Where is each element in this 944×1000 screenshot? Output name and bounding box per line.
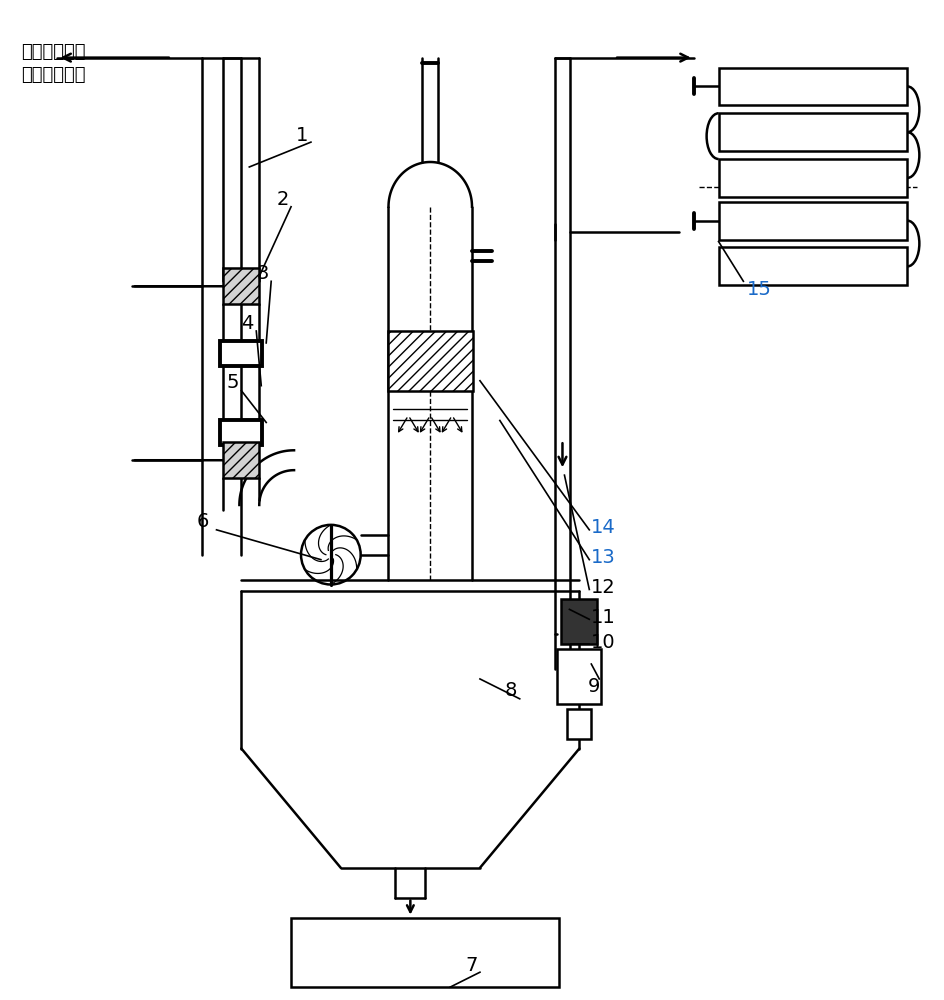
Text: 12: 12: [591, 578, 615, 597]
Text: 5: 5: [227, 373, 239, 392]
Bar: [717, 68, 906, 105]
Bar: [561, 599, 597, 644]
Text: 15: 15: [746, 280, 770, 299]
Text: 11: 11: [591, 608, 615, 627]
Bar: [717, 113, 906, 151]
Bar: [566, 709, 591, 739]
Bar: [388, 331, 473, 391]
Text: 9: 9: [587, 677, 599, 696]
Text: 6: 6: [196, 512, 209, 531]
Text: 1: 1: [295, 126, 308, 145]
Bar: [717, 202, 906, 240]
Bar: [220, 420, 262, 445]
Bar: [223, 442, 259, 478]
Text: 8: 8: [504, 681, 516, 700]
Text: 13: 13: [591, 548, 615, 567]
Text: 14: 14: [591, 518, 615, 537]
Text: 10: 10: [591, 633, 615, 652]
Bar: [223, 268, 259, 304]
Bar: [717, 159, 906, 197]
Text: 4: 4: [241, 314, 254, 333]
Text: 7: 7: [464, 956, 477, 975]
Text: 2: 2: [276, 190, 288, 209]
Bar: [291, 918, 559, 987]
Text: 3: 3: [256, 264, 268, 283]
Bar: [717, 247, 906, 285]
Bar: [557, 649, 600, 704]
Text: 返回前段工序
进行控温收尘: 返回前段工序 进行控温收尘: [21, 43, 85, 84]
Bar: [220, 341, 262, 366]
